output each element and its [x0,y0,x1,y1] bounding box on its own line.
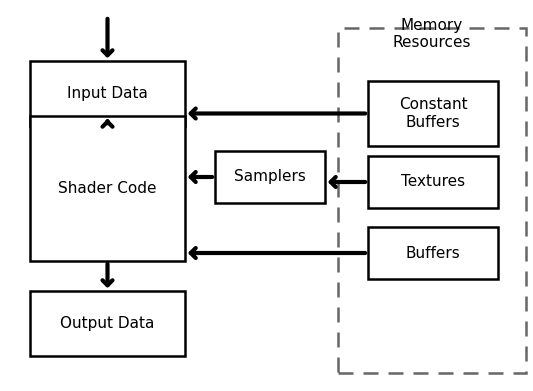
Text: Shader Code: Shader Code [58,181,157,196]
Bar [30,61,185,126]
Text: Samplers: Samplers [234,170,306,185]
Bar [30,116,185,261]
Text: Buffers: Buffers [406,246,461,260]
Text: Textures: Textures [401,174,465,190]
Bar [368,81,498,146]
Bar [30,291,185,356]
Bar [215,151,325,203]
Text: Output Data: Output Data [60,316,155,331]
Text: Memory
Resources: Memory Resources [393,18,471,50]
Text: Input Data: Input Data [67,86,148,101]
Bar [368,156,498,208]
Bar [338,28,526,373]
Text: Constant
Buffers: Constant Buffers [399,97,467,130]
Bar [368,227,498,279]
